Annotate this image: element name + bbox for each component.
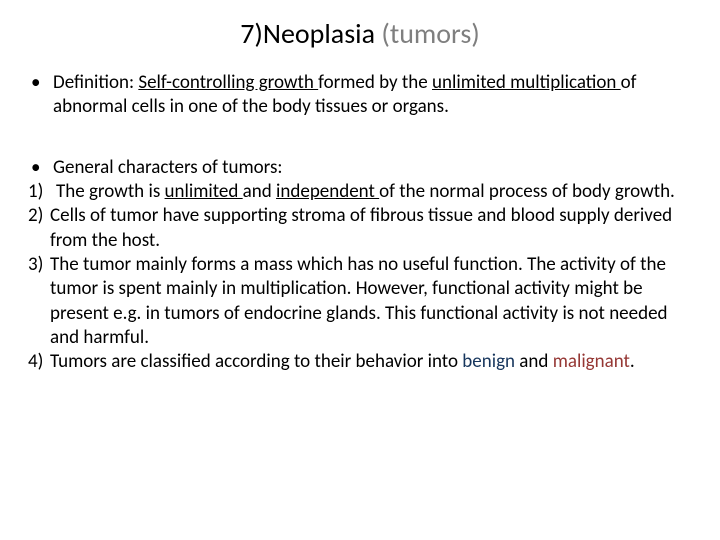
list-item: 2) Cells of tumor have supporting stroma… <box>28 204 692 253</box>
general-block: • General characters of tumors: 1) The g… <box>28 156 692 375</box>
title-suffix: (tumors) <box>375 16 480 51</box>
item-text: Cells of tumor have supporting stroma of… <box>50 204 692 253</box>
item4-benign: benign <box>462 350 515 373</box>
item4-malignant: malignant <box>553 350 630 373</box>
item4-period: . <box>630 350 635 373</box>
item-text: The growth is unlimited and independent … <box>56 180 692 204</box>
list-item: 1) The growth is unlimited and independe… <box>28 180 692 204</box>
general-heading: General characters of tumors: <box>53 156 692 180</box>
item-number: 1) <box>28 180 56 204</box>
list-item: 3) The tumor mainly forms a mass which h… <box>28 253 692 350</box>
item1-u1: unlimited <box>165 180 243 203</box>
definition-u1: Self-controlling growth <box>138 71 318 94</box>
item1-tail: of the normal process of body growth. <box>379 180 675 203</box>
item1-u2: independent <box>276 180 379 203</box>
bullet-dot-icon: • <box>28 156 53 180</box>
definition-text: Definition: Self-controlling growth form… <box>53 71 692 120</box>
definition-lead: Definition: <box>53 71 138 94</box>
definition-mid1: formed by the <box>318 71 432 94</box>
definition-bullet: • Definition: Self-controlling growth fo… <box>28 71 692 120</box>
definition-block: • Definition: Self-controlling growth fo… <box>28 71 692 120</box>
item-text: Tumors are classified according to their… <box>50 350 692 374</box>
general-heading-bullet: • General characters of tumors: <box>28 156 692 180</box>
title-main: 7)Neoplasia <box>240 16 375 51</box>
slide-title: 7)Neoplasia (tumors) <box>28 16 692 51</box>
slide: 7)Neoplasia (tumors) • Definition: Self-… <box>0 0 720 540</box>
item1-mid: and <box>243 180 276 203</box>
bullet-dot-icon: • <box>28 71 53 95</box>
definition-u2: unlimited multiplication <box>432 71 621 94</box>
item-number: 2) <box>28 204 50 228</box>
list-item: 4) Tumors are classified according to th… <box>28 350 692 374</box>
item1-lead: The growth is <box>56 180 165 203</box>
item-number: 4) <box>28 350 50 374</box>
item-text: The tumor mainly forms a mass which has … <box>50 253 692 350</box>
item4-and: and <box>515 350 553 373</box>
item-number: 3) <box>28 253 50 277</box>
item4-lead: Tumors are classified according to their… <box>50 350 462 373</box>
